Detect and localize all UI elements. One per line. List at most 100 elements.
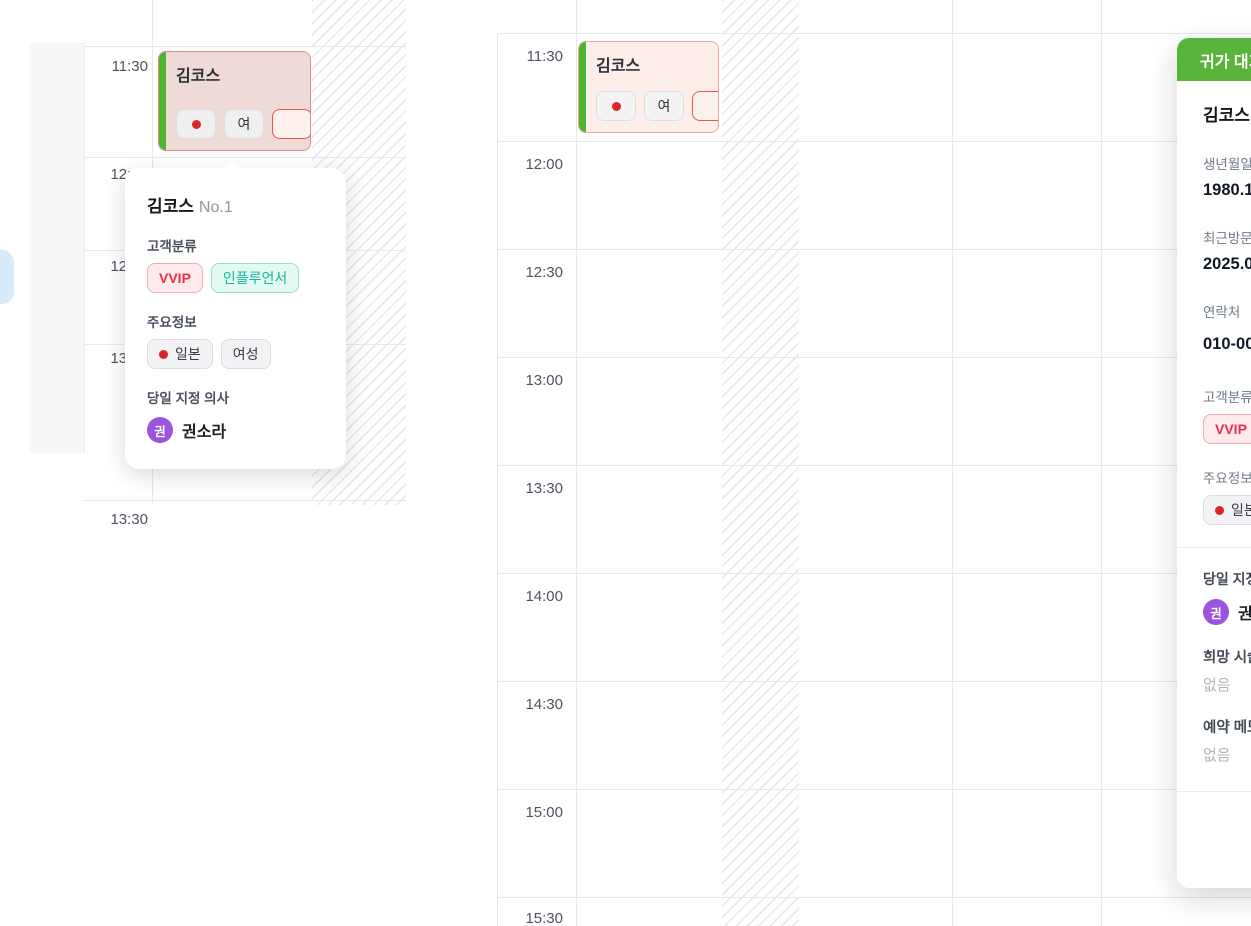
appointment-card[interactable]: 김코스 여 — [158, 51, 311, 151]
time-label: 11:30 — [526, 48, 563, 65]
customer-name: 김코스 — [1203, 106, 1250, 125]
grid-hline — [497, 789, 1251, 790]
time-label: 13:00 — [525, 372, 563, 389]
japan-badge: 일본 — [147, 339, 213, 369]
customer-tooltip: 김코스 No.1 고객분류 VVIP 인플루언서 주요정보 일본 여성 당일 지정… — [125, 160, 346, 469]
grid-hline — [497, 681, 1251, 682]
wish-value: 없음 — [1203, 677, 1231, 694]
doctor-label: 당일 지정 의사 — [147, 391, 230, 406]
vvip-badge: VVIP — [1203, 414, 1251, 444]
wish-label: 희망 시술 — [1203, 650, 1251, 666]
female-badge: 여성 — [220, 339, 271, 369]
contact-field: 연락처 010-0000-0000 — [1203, 301, 1251, 359]
japan-badge: 일본 — [1203, 495, 1251, 525]
event-status-bar — [579, 42, 586, 132]
info-label: 주요정보 — [147, 315, 197, 330]
birth-label: 생년월일 — [1203, 157, 1251, 172]
section-divider — [1177, 791, 1251, 792]
status-header: 귀가 대기 — [1177, 38, 1251, 81]
gender-badge: 여 — [224, 109, 264, 139]
event-badges: 여 — [176, 109, 310, 139]
doctor-row: 권 권소라 — [147, 417, 324, 443]
japan-flag-dot-icon — [1215, 505, 1224, 515]
japan-flag-badge — [176, 109, 216, 139]
time-label: 14:00 — [525, 588, 563, 605]
category-field: 고객분류 VVIP 인플루언서 — [1203, 386, 1251, 444]
grid-hline — [497, 897, 1251, 898]
section-divider — [1177, 547, 1251, 548]
doctor-avatar: 권 — [147, 417, 173, 443]
doctor-name: 권소라 — [1238, 606, 1251, 623]
grid-hline — [497, 249, 1251, 250]
doctor-field: 당일 지정 의사 권 권소라 — [1203, 569, 1251, 625]
memo-label: 예약 메모 — [1203, 720, 1251, 736]
grid-hline — [84, 46, 406, 47]
visit-value: 2025.04.10 — [1203, 255, 1251, 273]
grid-vline — [497, 33, 498, 926]
japan-flag-dot-icon — [159, 349, 168, 359]
grid-hline — [497, 141, 1251, 142]
customer-number: No.1 — [198, 199, 233, 216]
panel-toggle-handle[interactable] — [0, 250, 14, 304]
category-label: 고객분류 — [1203, 390, 1251, 405]
appointment-card[interactable]: 김코스 여 — [578, 41, 719, 133]
grid-vline — [1101, 0, 1102, 926]
status-badge: 귀가 대기 — [1200, 53, 1251, 71]
info-label: 주요정보 — [1203, 471, 1251, 486]
grid-hline — [84, 500, 406, 501]
japan-badge-label: 일본 — [175, 346, 201, 362]
contact-label: 연락처 — [1203, 305, 1241, 320]
vvip-badge: VVIP — [147, 263, 203, 293]
japan-flag-badge — [596, 91, 636, 121]
left-calendar: 11:30 12:00 12:30 13:00 13:30 김코스 여 김코스N… — [0, 0, 455, 560]
event-title: 김코스 — [176, 68, 221, 85]
contact-value: 010-0000-0000 — [1203, 334, 1251, 353]
time-label: 15:00 — [525, 804, 563, 821]
wish-field: 희망 시술 없음 — [1203, 646, 1251, 695]
doctor-avatar: 권 — [1203, 599, 1229, 625]
japan-flag-dot-icon — [191, 119, 201, 129]
time-label: 13:30 — [525, 480, 563, 497]
visit-field: 최근방문일 2025.04.10 — [1203, 227, 1251, 274]
time-label: 12:30 — [525, 264, 563, 281]
right-calendar: 11:30 12:00 12:30 13:00 13:30 14:00 14:3… — [455, 0, 1251, 926]
popover-actions: 예약 이동하기 자세히 보기 — [1203, 810, 1251, 855]
category-label: 고객분류 — [147, 239, 197, 254]
time-label: 13:30 — [110, 511, 148, 528]
grid-hline — [84, 157, 406, 158]
category-badges: VVIP 인플루언서 — [147, 263, 324, 293]
clipped-badge — [272, 109, 310, 139]
memo-value: 없음 — [1203, 747, 1231, 764]
influencer-badge: 인플루언서 — [210, 263, 300, 293]
event-title: 김코스 — [596, 58, 641, 75]
category-badges: VVIP 인플루언서 — [1203, 414, 1251, 444]
event-status-bar — [159, 52, 166, 150]
grid-vline — [952, 0, 953, 926]
clipped-badge — [692, 91, 718, 121]
japan-flag-dot-icon — [611, 101, 621, 111]
birth-value: 1980.10.27 — [1203, 181, 1251, 199]
doctor-name: 권소라 — [182, 424, 227, 441]
time-label: 11:30 — [111, 58, 148, 75]
grid-hline — [497, 33, 1251, 34]
gender-badge: 여 — [644, 91, 684, 121]
visit-label: 최근방문일 — [1203, 231, 1251, 246]
doctor-label: 당일 지정 의사 — [1203, 571, 1251, 587]
blocked-time-hatch — [722, 0, 799, 926]
japan-badge-label: 일본 — [1231, 502, 1251, 518]
tooltip-arrow — [223, 160, 241, 169]
info-badges: 일본 여성 — [1203, 495, 1251, 525]
info-badges: 일본 여성 — [147, 339, 324, 369]
customer-name: 김코스 — [147, 197, 194, 216]
grid-vline — [576, 0, 577, 926]
birth-field: 생년월일 1980.10.27 — [1203, 153, 1251, 200]
left-gutter-band — [30, 43, 85, 453]
event-badges: 여 — [596, 91, 718, 121]
grid-hline — [497, 573, 1251, 574]
time-label: 15:30 — [525, 910, 563, 926]
